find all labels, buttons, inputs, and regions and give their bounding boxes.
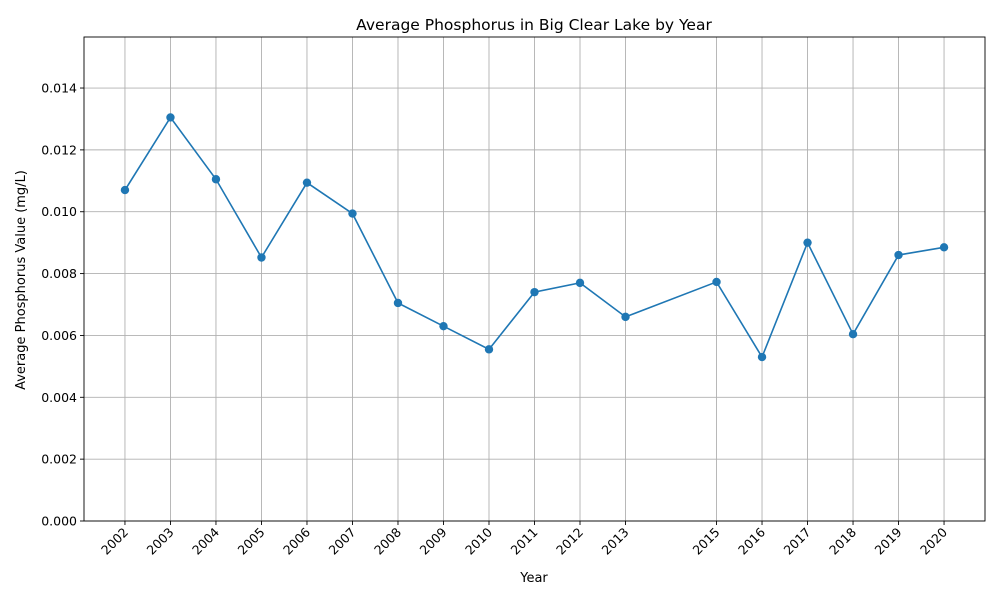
- data-point: [348, 209, 357, 218]
- data-point: [575, 278, 585, 288]
- data-point: [530, 287, 539, 297]
- x-tick-label: 2002: [98, 525, 131, 558]
- plot-frame: [83, 36, 986, 522]
- x-tick-label: 2006: [280, 524, 313, 557]
- x-tick-label: 2009: [417, 524, 450, 557]
- axes: 0.000 0.002 0.004 0.006 0.008 0.010 0.012 0.014…: [41, 36, 986, 558]
- x-tick-label: 2010: [462, 524, 495, 557]
- x-tick-label: 2020: [917, 524, 950, 557]
- x-tick-label: 2018: [826, 524, 859, 557]
- x-tick-label: 2011: [508, 525, 541, 558]
- data-point: [302, 178, 312, 187]
- x-tick-label: 2015: [690, 525, 723, 558]
- x-tick-label: 2004: [189, 524, 222, 557]
- data-point: [120, 185, 130, 195]
- y-tick-label: 0.010: [41, 204, 77, 219]
- data-point: [712, 277, 721, 287]
- data-point: [621, 312, 630, 322]
- x-axis-label: Year: [519, 571, 548, 586]
- data-point: [803, 238, 812, 247]
- data-point: [848, 330, 858, 339]
- series-line: [124, 115, 945, 359]
- x-tick-label: 2019: [872, 524, 905, 557]
- y-tick-label: 0.004: [41, 390, 77, 405]
- y-tick-label: 0.006: [41, 328, 77, 343]
- data-point: [894, 250, 903, 260]
- x-tick-label: 2016: [735, 524, 768, 557]
- x-tick-label: 2013: [599, 525, 632, 558]
- data-point: [939, 243, 949, 252]
- y-tick-label: 0.002: [41, 452, 77, 467]
- y-tick-label: 0.008: [41, 266, 77, 281]
- chart-title: Average Phosphorus in Big Clear Lake by …: [356, 16, 712, 34]
- data-point: [166, 113, 175, 122]
- data-point: [393, 298, 403, 308]
- data-point: [484, 345, 494, 354]
- data-point: [257, 253, 266, 262]
- grid: [84, 37, 985, 522]
- data-point: [439, 321, 448, 331]
- y-tick-label: 0.014: [41, 81, 77, 96]
- series: [120, 113, 949, 362]
- y-axis-label: Average Phosphorus Value (mg/L): [14, 170, 29, 390]
- x-tick-label: 2005: [234, 525, 267, 558]
- x-tick-label: 2017: [781, 525, 814, 558]
- x-tick-label: 2003: [143, 525, 176, 558]
- x-tick-label: 2007: [325, 525, 358, 558]
- x-tick-label: 2012: [553, 525, 586, 558]
- x-tick-label: 2008: [371, 524, 404, 557]
- data-point: [757, 352, 767, 362]
- data-point: [211, 175, 221, 184]
- y-tick-label: 0.000: [41, 514, 77, 529]
- y-tick-label: 0.012: [41, 142, 77, 157]
